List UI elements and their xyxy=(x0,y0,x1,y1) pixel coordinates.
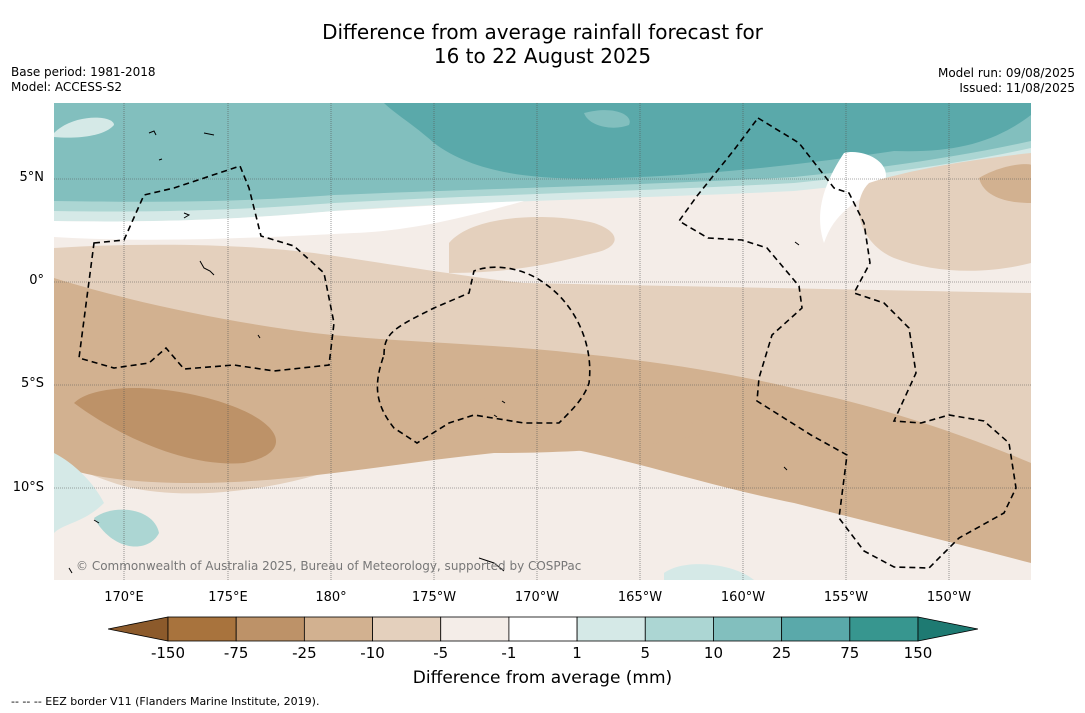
lon-label-150w: 150°W xyxy=(926,590,972,605)
model-run: Model run: 09/08/2025 xyxy=(937,66,1075,80)
islands xyxy=(68,130,800,574)
colorbar-tick-label: 1 xyxy=(572,644,582,662)
colorbar-tick-label: 5 xyxy=(640,644,651,662)
colorbar-tick-label: -1 xyxy=(501,644,517,662)
base-period: Base period: 1981-2018 xyxy=(11,65,156,79)
title-line-2: 16 to 22 August 2025 xyxy=(433,44,652,68)
colorbar-segment xyxy=(644,616,714,642)
map-title: Difference from average rainfall forecas… xyxy=(0,20,1085,68)
lat-label-0: 0° xyxy=(29,273,44,288)
issued-date: Issued: 11/08/2025 xyxy=(959,81,1075,95)
colorbar-extend-low xyxy=(108,616,169,642)
meta-right: Model run: 09/08/2025 Issued: 11/08/2025 xyxy=(938,66,1075,96)
lon-label-175w: 175°W xyxy=(411,590,457,605)
eez-borders xyxy=(78,116,1017,569)
lon-label-165w: 165°W xyxy=(617,590,663,605)
white-band xyxy=(54,201,524,240)
copyright-text: © Commonwealth of Australia 2025, Bureau… xyxy=(76,559,581,573)
colorbar-tick-label: -75 xyxy=(223,644,249,662)
lat-label-5s: 5°S xyxy=(20,376,44,391)
lon-label-180: 180° xyxy=(315,590,347,605)
lon-label-155w: 155°W xyxy=(823,590,869,605)
colorbar-title: Difference from average (mm) xyxy=(412,668,673,688)
dry-core-75 xyxy=(74,388,277,464)
gridlines xyxy=(54,103,1031,580)
eez-footnote: -- -- -- EEZ border V11 (Flanders Marine… xyxy=(11,695,320,708)
colorbar-segment xyxy=(508,616,578,642)
colorbar-segment xyxy=(303,616,373,642)
colorbar-tick-label: -5 xyxy=(433,644,449,662)
colorbar-tick-label: 75 xyxy=(840,644,860,662)
colorbar-tick-label: 25 xyxy=(772,644,792,662)
wet-patch-sw2 xyxy=(94,509,159,547)
lon-label-170w: 170°W xyxy=(514,590,560,605)
colorbar-segment xyxy=(849,616,919,642)
dry-patch-north xyxy=(449,217,615,273)
wet-patch-sw xyxy=(54,453,104,533)
model-name: Model: ACCESS-S2 xyxy=(11,80,123,94)
colorbar-tick-label: 10 xyxy=(703,644,723,662)
colorbar-segment xyxy=(781,616,851,642)
colorbar-segment xyxy=(713,616,783,642)
colorbar-tick-label: -10 xyxy=(360,644,385,662)
lat-label-5n: 5°N xyxy=(19,170,45,185)
lon-label-170e: 170°E xyxy=(104,590,144,605)
lon-label-175e: 175°E xyxy=(208,590,248,605)
wet-patch-south xyxy=(664,564,754,580)
south-light xyxy=(354,519,574,580)
colorbar-segment xyxy=(576,616,646,642)
rainfall-map: © Commonwealth of Australia 2025, Bureau… xyxy=(54,103,1031,580)
dry-patch-east-inner xyxy=(979,164,1031,203)
wet-band-75 xyxy=(384,103,1031,179)
colorbar-tick-label: -150 xyxy=(150,644,186,662)
white-gap-east xyxy=(820,152,886,243)
colorbar-extend-high xyxy=(917,616,978,642)
colorbar xyxy=(108,616,978,642)
meta-left: Base period: 1981-2018 Model: ACCESS-S2 xyxy=(11,65,156,95)
lat-label-10s: 10°S xyxy=(12,480,44,495)
colorbar-segment xyxy=(235,616,305,642)
wet-patch-nw xyxy=(54,117,114,138)
colorbar-segment xyxy=(167,616,237,642)
colorbar-tick-label: 150 xyxy=(903,644,933,662)
lon-label-160w: 160°W xyxy=(720,590,766,605)
south-west-light xyxy=(54,503,374,580)
title-line-1: Difference from average rainfall forecas… xyxy=(322,20,763,44)
colorbar-tick-label: -25 xyxy=(292,644,317,662)
wet-patch-n xyxy=(584,110,630,128)
colorbar-segment xyxy=(372,616,442,642)
colorbar-segment xyxy=(440,616,510,642)
